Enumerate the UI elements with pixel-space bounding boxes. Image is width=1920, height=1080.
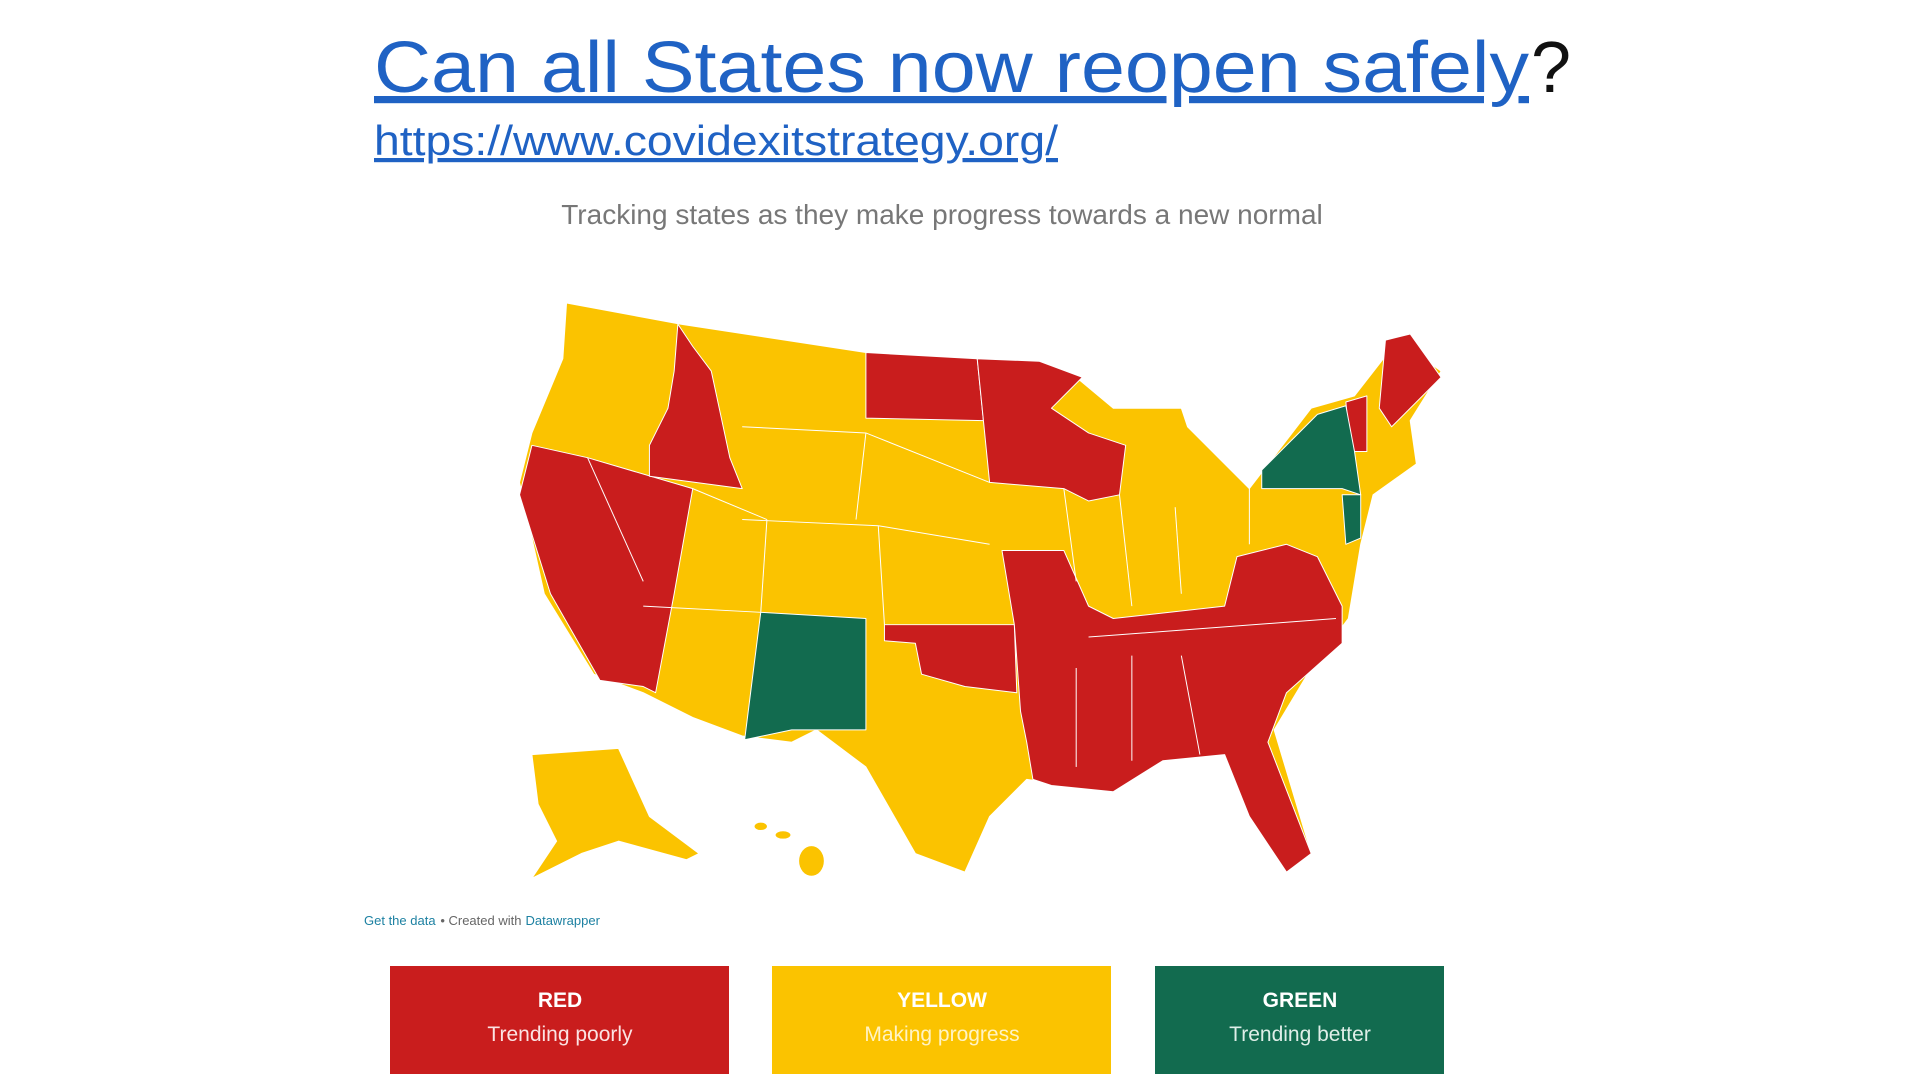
legend-label: RED	[538, 989, 582, 1012]
legend-label: YELLOW	[897, 989, 987, 1012]
map-red-southeast	[1001, 543, 1343, 873]
map-subtitle: Tracking states as they make progress to…	[561, 199, 1323, 230]
legend-description: Trending poorly	[487, 1023, 633, 1046]
get-data-link[interactable]: Get the data	[364, 913, 436, 928]
map-red-upper-midwest	[976, 358, 1127, 502]
us-map	[519, 302, 1442, 879]
map-yellow-alaska	[531, 747, 700, 879]
map-red-west	[519, 444, 694, 694]
legend-box-red	[390, 966, 729, 1074]
title-question-mark: ?	[1531, 28, 1571, 108]
legend-description: Making progress	[864, 1023, 1019, 1046]
map-red-maine	[1378, 333, 1442, 428]
source-url[interactable]: https://www.covidexitstrategy.org/	[374, 117, 1058, 164]
created-with: • Created with	[440, 913, 521, 928]
datawrapper-link[interactable]: Datawrapper	[525, 913, 600, 928]
legend-box-yellow	[772, 966, 1111, 1074]
slide-title[interactable]: Can all States now reopen safely	[374, 28, 1529, 108]
legend: RED Trending poorly YELLOW Making progre…	[390, 966, 1444, 1074]
legend-box-green	[1155, 966, 1444, 1074]
map-green-new-jersey	[1341, 494, 1362, 545]
map-green-new-mexico	[744, 611, 867, 741]
map-red-north-dakota	[865, 352, 984, 422]
legend-description: Trending better	[1229, 1023, 1371, 1046]
legend-label: GREEN	[1263, 989, 1338, 1012]
map-red-idaho	[648, 323, 743, 490]
map-green-new-york	[1261, 405, 1362, 496]
